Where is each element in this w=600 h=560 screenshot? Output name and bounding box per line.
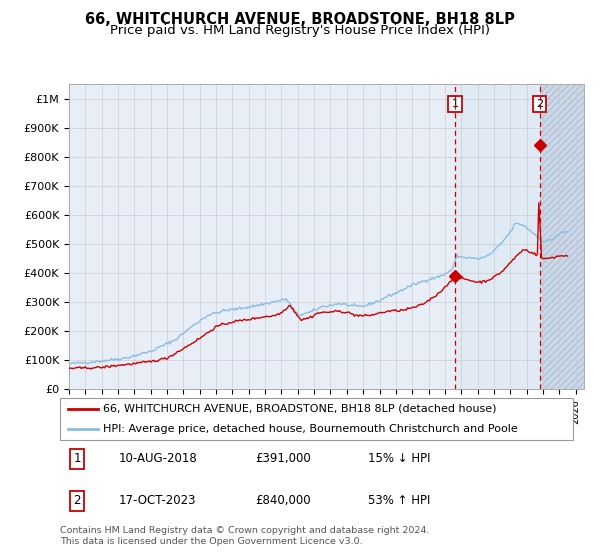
Text: 1: 1	[452, 99, 458, 109]
Text: 2: 2	[73, 494, 80, 507]
Text: 15% ↓ HPI: 15% ↓ HPI	[368, 452, 430, 465]
Text: Price paid vs. HM Land Registry's House Price Index (HPI): Price paid vs. HM Land Registry's House …	[110, 24, 490, 36]
Text: 1: 1	[73, 452, 80, 465]
Text: 17-OCT-2023: 17-OCT-2023	[119, 494, 196, 507]
Text: 2: 2	[536, 99, 543, 109]
Text: £840,000: £840,000	[255, 494, 311, 507]
Bar	[539, 84, 584, 389]
Text: 66, WHITCHURCH AVENUE, BROADSTONE, BH18 8LP: 66, WHITCHURCH AVENUE, BROADSTONE, BH18 …	[85, 12, 515, 27]
Text: HPI: Average price, detached house, Bournemouth Christchurch and Poole: HPI: Average price, detached house, Bour…	[103, 424, 517, 434]
Text: 53% ↑ HPI: 53% ↑ HPI	[368, 494, 430, 507]
Text: Contains HM Land Registry data © Crown copyright and database right 2024.
This d: Contains HM Land Registry data © Crown c…	[60, 526, 430, 546]
FancyBboxPatch shape	[60, 398, 573, 440]
Bar	[455, 84, 584, 389]
Text: £391,000: £391,000	[255, 452, 311, 465]
Text: 66, WHITCHURCH AVENUE, BROADSTONE, BH18 8LP (detached house): 66, WHITCHURCH AVENUE, BROADSTONE, BH18 …	[103, 404, 496, 414]
Text: 10-AUG-2018: 10-AUG-2018	[119, 452, 198, 465]
